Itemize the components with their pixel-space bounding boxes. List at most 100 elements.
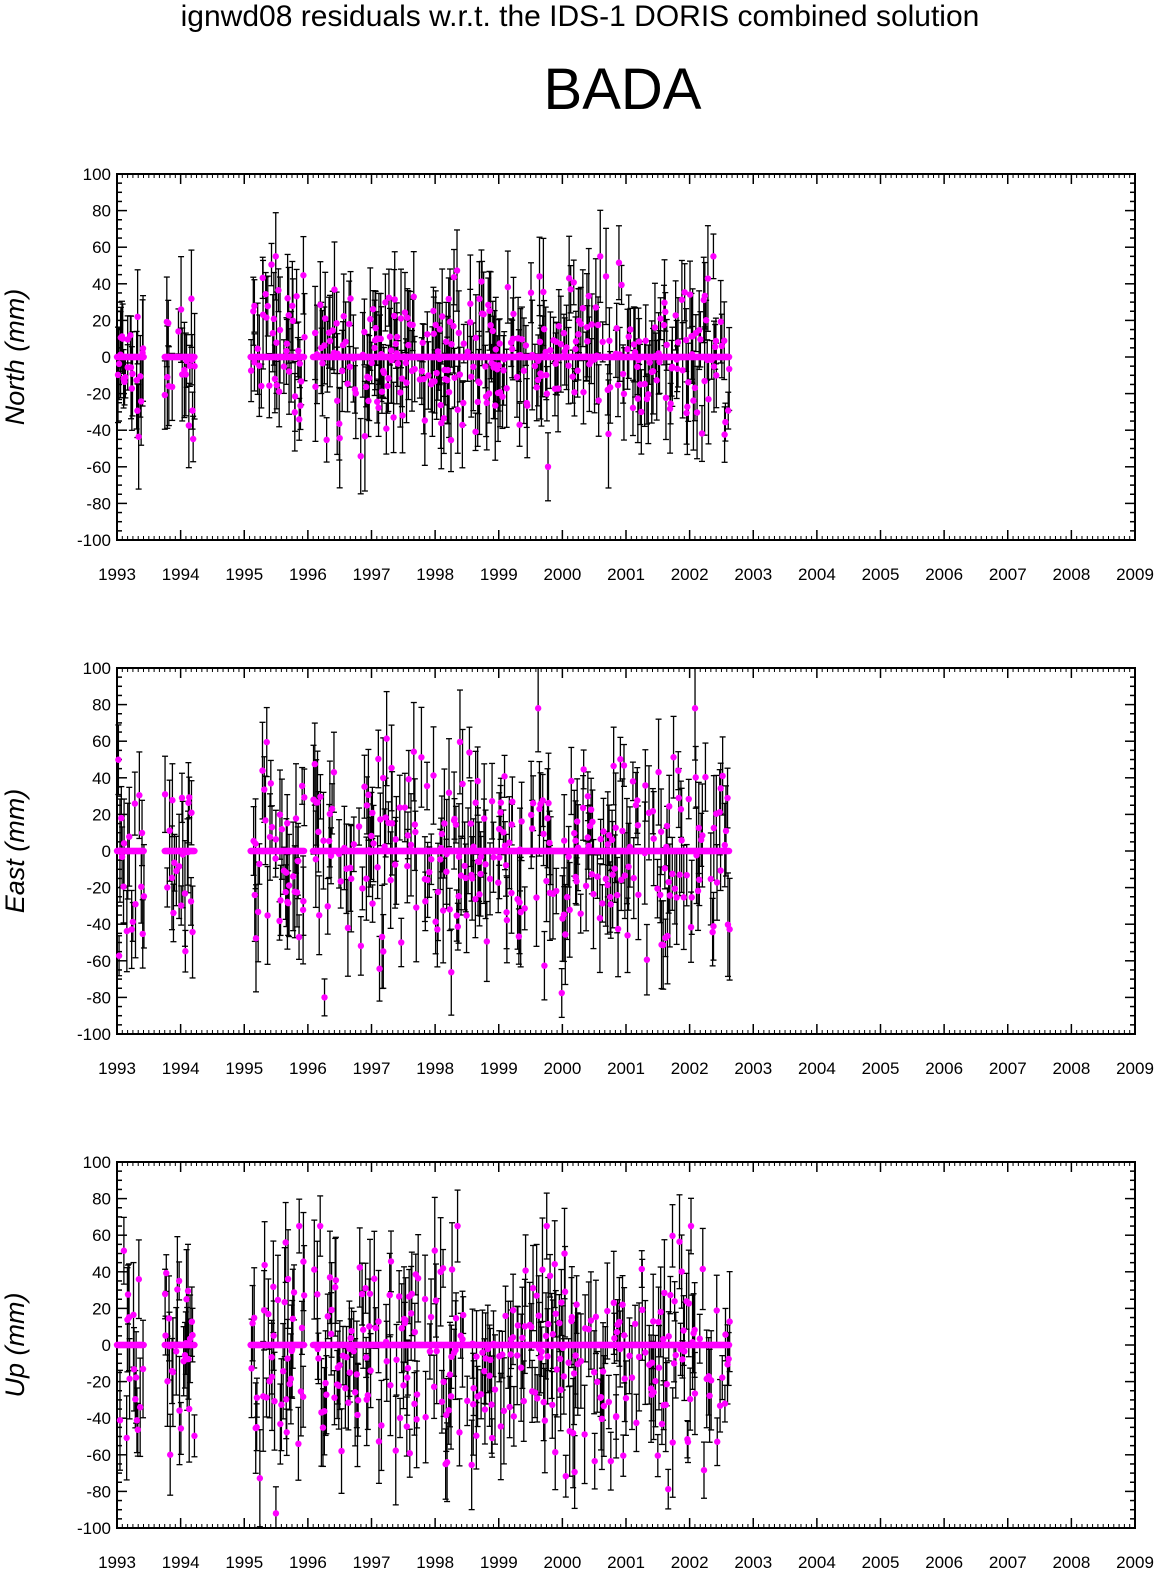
x-tick-label: 2003	[734, 565, 772, 584]
x-tick-label: 2005	[862, 565, 900, 584]
data-point	[259, 274, 266, 282]
data-point	[378, 933, 386, 941]
data-point	[456, 738, 464, 746]
data-point	[178, 794, 186, 802]
data-point	[411, 821, 419, 828]
data-point	[725, 407, 732, 414]
data-point	[301, 333, 308, 341]
data-point	[315, 828, 322, 836]
data-point	[482, 861, 489, 868]
data-point	[298, 378, 305, 385]
data-point	[267, 780, 275, 787]
data-point	[292, 815, 300, 822]
data-point	[175, 863, 183, 870]
data-point	[682, 336, 690, 344]
data-point	[693, 409, 701, 416]
data-point	[355, 823, 363, 830]
data-point	[384, 382, 391, 390]
data-point	[452, 821, 460, 828]
data-point	[455, 893, 462, 900]
data-point	[252, 935, 260, 942]
data-point	[185, 422, 193, 429]
data-point	[262, 290, 269, 298]
data-point	[638, 408, 645, 416]
zero-point	[191, 847, 198, 855]
data-point	[365, 791, 372, 799]
data-point	[478, 278, 485, 285]
data-point	[382, 814, 389, 821]
data-point	[492, 402, 499, 409]
data-point	[138, 829, 146, 837]
data-point	[543, 390, 551, 397]
data-point	[438, 830, 446, 838]
data-point	[691, 384, 699, 392]
data-point	[721, 431, 728, 438]
data-point	[557, 340, 565, 348]
data-point	[138, 883, 145, 890]
data-point	[252, 840, 259, 847]
data-point	[430, 307, 437, 315]
data-point	[635, 338, 643, 345]
data-point	[422, 898, 429, 905]
x-tick-label: 2006	[925, 1059, 963, 1078]
data-point	[672, 312, 679, 319]
data-point	[385, 294, 393, 301]
data-point	[619, 370, 627, 378]
data-point	[560, 329, 568, 337]
data-point	[284, 899, 292, 907]
data-point	[718, 342, 726, 350]
data-point	[425, 372, 432, 379]
data-point	[642, 337, 649, 344]
data-point	[575, 331, 582, 338]
data-point	[254, 908, 262, 916]
data-point	[300, 272, 307, 279]
x-tick-label: 1993	[98, 1059, 136, 1078]
data-point	[567, 286, 574, 293]
data-point	[181, 890, 189, 897]
data-point	[630, 341, 638, 348]
data-point	[382, 299, 389, 306]
x-tick-label: 1998	[416, 565, 454, 584]
data-point	[599, 338, 606, 346]
data-point	[396, 804, 403, 811]
data-point	[468, 373, 475, 380]
data-point	[712, 337, 720, 345]
data-point	[397, 315, 405, 322]
data-point	[472, 895, 479, 903]
data-point	[533, 384, 540, 391]
y-tick-label: 40	[92, 275, 111, 294]
data-point	[595, 397, 602, 404]
data-point	[461, 862, 468, 870]
data-point	[445, 295, 452, 303]
data-point	[477, 853, 485, 860]
data-point	[388, 820, 396, 827]
x-tick-label: 2007	[989, 1059, 1027, 1078]
data-point	[127, 332, 134, 339]
data-point	[459, 421, 466, 429]
data-point	[698, 430, 706, 437]
data-point	[268, 823, 276, 831]
x-tick-label: 2002	[671, 565, 709, 584]
data-point	[264, 302, 271, 310]
data-point	[678, 296, 686, 303]
data-point	[660, 321, 668, 329]
data-point	[128, 926, 135, 933]
x-tick-label: 1997	[353, 1059, 391, 1078]
data-point	[357, 942, 365, 950]
data-point	[251, 302, 258, 310]
x-tick-label: 2002	[671, 1059, 709, 1078]
data-point	[278, 826, 286, 833]
data-point	[497, 799, 505, 806]
data-point	[165, 319, 172, 327]
data-point	[387, 876, 394, 884]
data-point	[327, 852, 335, 859]
data-point	[583, 323, 591, 331]
data-point	[481, 815, 488, 822]
data-point	[574, 367, 581, 374]
data-point	[370, 840, 377, 847]
y-axis-label: East (mm)	[0, 789, 30, 914]
data-point	[136, 792, 143, 799]
data-point	[333, 320, 340, 327]
data-point	[448, 968, 455, 976]
data-point	[404, 314, 411, 321]
